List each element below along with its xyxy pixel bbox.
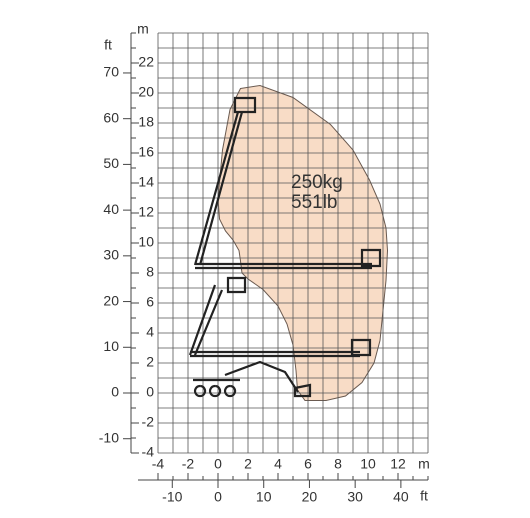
boom-upper	[193, 111, 382, 270]
y2-tick-label: 20	[103, 292, 119, 308]
y-tick-label: 2	[146, 354, 154, 370]
y-tick-label: 20	[138, 84, 154, 100]
y-tick-label: 4	[146, 324, 154, 340]
y2-tick-label: 30	[103, 247, 119, 263]
x2-tick-label: -10	[162, 489, 182, 505]
y-tick-label: 12	[138, 204, 154, 220]
y-tick-label: 22	[138, 54, 154, 70]
x-tick-label: 0	[214, 456, 222, 472]
grid-layer	[157, 32, 429, 454]
x2-tick-label: 30	[347, 489, 363, 505]
y2-tick-label: 50	[103, 155, 119, 171]
machine-base	[193, 378, 240, 398]
y-tick-label: -4	[142, 444, 155, 460]
boom-mid	[188, 284, 372, 358]
x-tick-label: 12	[390, 456, 406, 472]
y2-tick-label: 0	[111, 384, 119, 400]
y2-tick-label: 70	[103, 64, 119, 80]
x-tick-label: 10	[360, 456, 376, 472]
boom-low	[224, 360, 312, 398]
y2-unit: ft	[104, 37, 112, 53]
x2-unit: ft	[420, 488, 428, 504]
x2-tick-label: 0	[214, 489, 222, 505]
y-tick-label: 18	[138, 114, 154, 130]
y-tick-label: 6	[146, 294, 154, 310]
x-tick-label: 2	[244, 456, 252, 472]
y-tick-label: 0	[146, 384, 154, 400]
x-tick-label: 4	[274, 456, 282, 472]
machine	[188, 96, 382, 398]
y-tick-label: 8	[146, 264, 154, 280]
y2-tick-label: 60	[103, 109, 119, 125]
basket	[226, 96, 257, 294]
x2-tick-label: 10	[256, 489, 272, 505]
x-tick-label: -2	[182, 456, 195, 472]
x-tick-label: 8	[334, 456, 342, 472]
x-tick-label: 6	[304, 456, 312, 472]
y-tick-label: 14	[138, 174, 154, 190]
x2-tick-label: 20	[302, 489, 318, 505]
y-tick-label: -2	[142, 414, 155, 430]
y2-tick-label: 40	[103, 201, 119, 217]
y-tick-label: 10	[138, 234, 154, 250]
x-unit: m	[418, 456, 430, 472]
y2-tick-label: -10	[99, 429, 119, 445]
y-tick-label: 16	[138, 144, 154, 160]
x-tick-label: -4	[152, 456, 165, 472]
y-unit: m	[137, 21, 149, 37]
capacity-kg: 250kg	[291, 172, 343, 193]
x2-tick-label: 40	[393, 489, 409, 505]
capacity-lb: 551lb	[291, 192, 338, 213]
y2-tick-label: 10	[103, 338, 119, 354]
